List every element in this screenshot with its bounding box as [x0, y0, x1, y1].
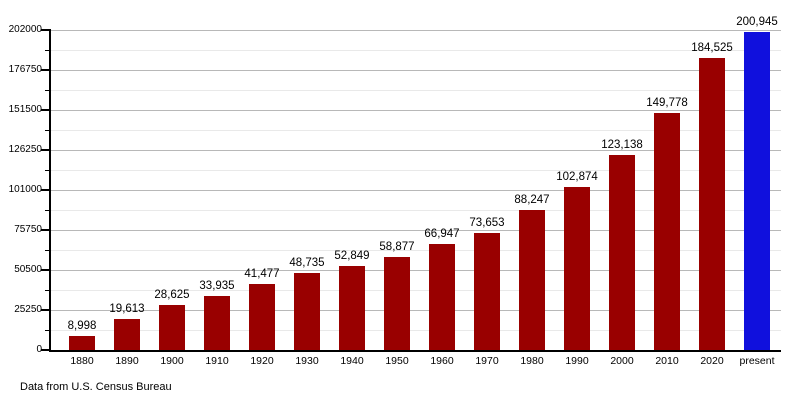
y-major-tick-mark	[41, 69, 50, 71]
major-gridline	[50, 270, 781, 271]
bar	[474, 233, 500, 350]
minor-gridline	[50, 90, 781, 91]
x-tick-label: 1910	[205, 355, 229, 367]
major-gridline	[50, 30, 781, 31]
bar	[384, 257, 410, 350]
minor-gridline	[50, 210, 781, 211]
minor-gridline	[50, 250, 781, 251]
y-minor-tick-mark	[45, 250, 50, 251]
bar-value-label: 184,525	[691, 42, 733, 54]
bar-value-label: 28,625	[154, 289, 190, 301]
y-minor-tick-mark	[45, 50, 50, 51]
bar-value-label: 41,477	[244, 268, 280, 280]
y-tick-label: 0	[36, 344, 42, 355]
bar	[159, 305, 185, 350]
bar-value-label: 19,613	[109, 303, 145, 315]
x-tick-label: 1960	[430, 355, 454, 367]
bar-value-label: 52,849	[334, 250, 370, 262]
bar	[114, 319, 140, 350]
bar-present	[744, 32, 770, 350]
y-tick-label: 101000	[8, 184, 42, 195]
x-axis-line	[49, 350, 781, 352]
minor-gridline	[50, 130, 781, 131]
y-minor-tick-mark	[45, 290, 50, 291]
x-tick-label: 1990	[565, 355, 589, 367]
bar	[204, 296, 230, 350]
y-major-tick-mark	[41, 349, 50, 351]
bar-value-label: 33,935	[199, 280, 235, 292]
minor-gridline	[50, 290, 781, 291]
x-tick-label: 1890	[115, 355, 139, 367]
x-tick-label: 1950	[385, 355, 409, 367]
bar	[699, 58, 725, 350]
x-tick-label: 1930	[295, 355, 319, 367]
x-tick-label: 1920	[250, 355, 274, 367]
bar	[654, 113, 680, 350]
y-major-tick-mark	[41, 149, 50, 151]
minor-gridline	[50, 330, 781, 331]
major-gridline	[50, 310, 781, 311]
x-tick-label: present	[739, 355, 775, 367]
y-minor-tick-mark	[45, 130, 50, 131]
bar-value-label: 73,653	[469, 217, 505, 229]
y-tick-label: 50500	[14, 264, 42, 275]
bar-value-label: 8,998	[67, 320, 97, 332]
y-major-tick-mark	[41, 29, 50, 31]
bar	[69, 336, 95, 350]
y-tick-label: 75750	[14, 224, 42, 235]
y-tick-label: 151500	[8, 104, 42, 115]
y-tick-label: 202000	[8, 24, 42, 35]
x-tick-label: 2020	[700, 355, 724, 367]
x-tick-label: 1900	[160, 355, 184, 367]
y-minor-tick-mark	[45, 170, 50, 171]
minor-gridline	[50, 50, 781, 51]
x-tick-label: 1980	[520, 355, 544, 367]
bar	[609, 155, 635, 350]
y-minor-tick-mark	[45, 210, 50, 211]
bar-value-label: 88,247	[514, 194, 550, 206]
y-tick-label: 25250	[14, 304, 42, 315]
y-minor-tick-mark	[45, 90, 50, 91]
bar	[339, 266, 365, 350]
major-gridline	[50, 110, 781, 111]
bar	[249, 284, 275, 350]
bar	[294, 273, 320, 350]
y-major-tick-mark	[41, 229, 50, 231]
minor-gridline	[50, 170, 781, 171]
y-axis-line	[49, 29, 51, 352]
bar-value-label: 149,778	[646, 97, 688, 109]
bar-value-label: 48,735	[289, 257, 325, 269]
x-tick-label: 1880	[70, 355, 94, 367]
bar-value-label: 123,138	[601, 139, 643, 151]
y-major-tick-mark	[41, 189, 50, 191]
y-major-tick-mark	[41, 269, 50, 271]
major-gridline	[50, 150, 781, 151]
bar-value-label: 102,874	[556, 171, 598, 183]
x-tick-label: 2000	[610, 355, 634, 367]
bar	[564, 187, 590, 350]
x-tick-label: 1970	[475, 355, 499, 367]
bar-value-label: 66,947	[424, 228, 460, 240]
major-gridline	[50, 70, 781, 71]
y-tick-label: 176750	[8, 64, 42, 75]
y-major-tick-mark	[41, 309, 50, 311]
y-major-tick-mark	[41, 109, 50, 111]
footer-source-note: Data from U.S. Census Bureau	[20, 381, 172, 393]
major-gridline	[50, 230, 781, 231]
y-minor-tick-mark	[45, 330, 50, 331]
bar-value-label: 58,877	[379, 241, 415, 253]
bar-value-label: 200,945	[736, 16, 778, 28]
major-gridline	[50, 190, 781, 191]
y-tick-label: 126250	[8, 144, 42, 155]
bar	[429, 244, 455, 350]
x-tick-label: 2010	[655, 355, 679, 367]
bar	[519, 210, 545, 350]
x-tick-label: 1940	[340, 355, 364, 367]
